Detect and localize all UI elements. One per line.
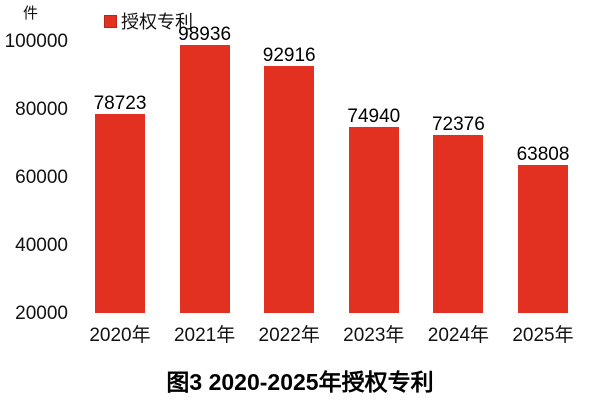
bar-value-label: 74940 bbox=[347, 105, 401, 127]
bar-value-label: 72376 bbox=[431, 114, 485, 136]
x-axis-label: 2024年 bbox=[427, 325, 490, 346]
bar bbox=[95, 113, 145, 314]
legend-swatch-icon bbox=[104, 14, 117, 28]
bar-value-label: 98936 bbox=[178, 24, 232, 46]
y-tick-label: 60000 bbox=[15, 166, 68, 188]
legend-label: 授权专利 bbox=[121, 12, 193, 32]
bar-value-label: 92916 bbox=[262, 44, 316, 66]
bar-value-label: 78723 bbox=[93, 92, 147, 114]
y-tick-label: 100000 bbox=[4, 30, 68, 52]
x-axis-label: 2021年 bbox=[173, 325, 236, 346]
bar bbox=[264, 65, 315, 314]
bar bbox=[518, 164, 568, 314]
y-tick-label: 40000 bbox=[15, 234, 68, 256]
y-axis-unit-label: 件 bbox=[23, 5, 39, 22]
bar bbox=[348, 126, 399, 314]
bar bbox=[179, 45, 230, 314]
legend: 授权专利 bbox=[104, 8, 193, 34]
bar-value-label: 63808 bbox=[516, 143, 570, 165]
x-axis-label: 2022年 bbox=[258, 325, 320, 346]
x-axis-label: 2025年 bbox=[512, 325, 574, 346]
chart-title: 图3 2020-2025年授权专利 bbox=[166, 369, 434, 395]
y-tick-label: 80000 bbox=[15, 98, 68, 120]
y-tick-label: 20000 bbox=[15, 302, 68, 324]
x-axis-label: 2020年 bbox=[89, 325, 151, 346]
bar bbox=[433, 135, 484, 314]
x-axis-label: 2023年 bbox=[343, 325, 405, 346]
